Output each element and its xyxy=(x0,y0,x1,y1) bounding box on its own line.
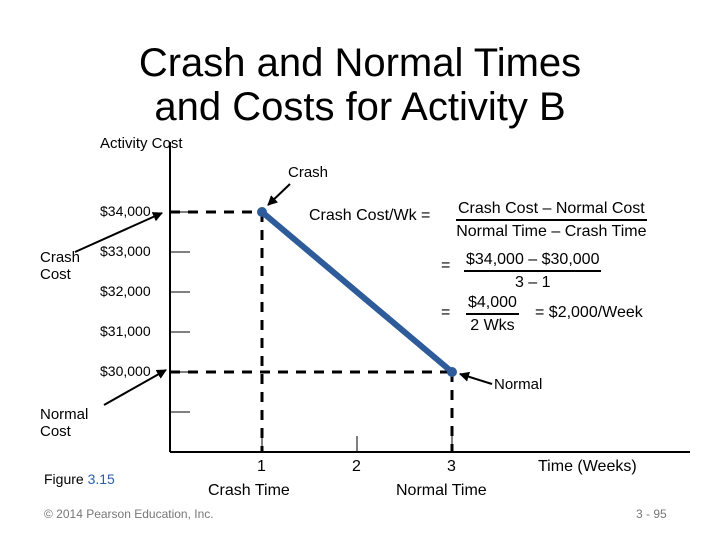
crash-cost-label: Crash Cost xyxy=(40,249,81,283)
normal-point-label: Normal xyxy=(494,376,543,393)
formula-lhs: Crash Cost/Wk = xyxy=(309,207,431,224)
y-tick-label: $34,000 xyxy=(100,203,151,219)
normal-cost-arrow xyxy=(103,369,167,406)
formula-fraction-1-denominator: Normal Time – Crash Time xyxy=(456,223,647,240)
formula-fraction-1: Crash Cost – Normal Cost Normal Time – C… xyxy=(456,199,647,241)
crash-point-label: Crash xyxy=(288,164,329,181)
crash-time-label: Crash Time xyxy=(208,482,290,499)
normal-point xyxy=(447,367,457,377)
normal-cost-label: Normal Cost xyxy=(40,406,89,440)
formula-equals-1: = xyxy=(441,257,451,274)
normal-point-arrow xyxy=(459,371,493,385)
formula-fraction-3: $4,000 2 Wks xyxy=(466,293,519,335)
normal-time-label: Normal Time xyxy=(396,482,487,499)
figure-label: Figure xyxy=(44,471,84,487)
crash-normal-line xyxy=(259,209,455,375)
y-axis-title: Activity Cost xyxy=(100,135,183,152)
formula-fraction-2-numerator: $34,000 – $30,000 xyxy=(464,250,602,272)
x-axis-title: Time (Weeks) xyxy=(538,458,637,475)
y-tick-label: $33,000 xyxy=(100,243,151,259)
formula-fraction-2: $34,000 – $30,000 3 – 1 xyxy=(464,250,602,292)
formula-fraction-2-denominator: 3 – 1 xyxy=(514,274,551,291)
y-tick-label: $32,000 xyxy=(100,283,151,299)
formula-fraction-3-denominator: 2 Wks xyxy=(470,317,515,334)
figure-number: 3.15 xyxy=(87,471,115,487)
slide-title-line-1: Crash and Normal Times xyxy=(138,41,582,85)
figure-caption: Figure 3.15 xyxy=(44,471,115,487)
page-number: 3 - 95 xyxy=(636,507,667,521)
slide-title-line-2: and Costs for Activity B xyxy=(154,85,566,129)
y-tick-label: $30,000 xyxy=(100,363,151,379)
crash-point-arrow xyxy=(267,183,291,206)
formula-fraction-1-numerator: Crash Cost – Normal Cost xyxy=(456,199,647,221)
formula-result: = $2,000/Week xyxy=(535,304,643,321)
crash-cost-arrow xyxy=(74,212,163,253)
x-tick-label: 1 xyxy=(257,458,266,475)
crash-point xyxy=(257,207,267,217)
y-tick-label: $31,000 xyxy=(100,323,151,339)
x-tick-label: 3 xyxy=(447,458,456,475)
x-tick-label: 2 xyxy=(352,458,361,475)
formula-fraction-3-numerator: $4,000 xyxy=(466,293,519,315)
copyright-footer: © 2014 Pearson Education, Inc. xyxy=(44,507,214,521)
formula-equals-2: = xyxy=(441,304,451,321)
